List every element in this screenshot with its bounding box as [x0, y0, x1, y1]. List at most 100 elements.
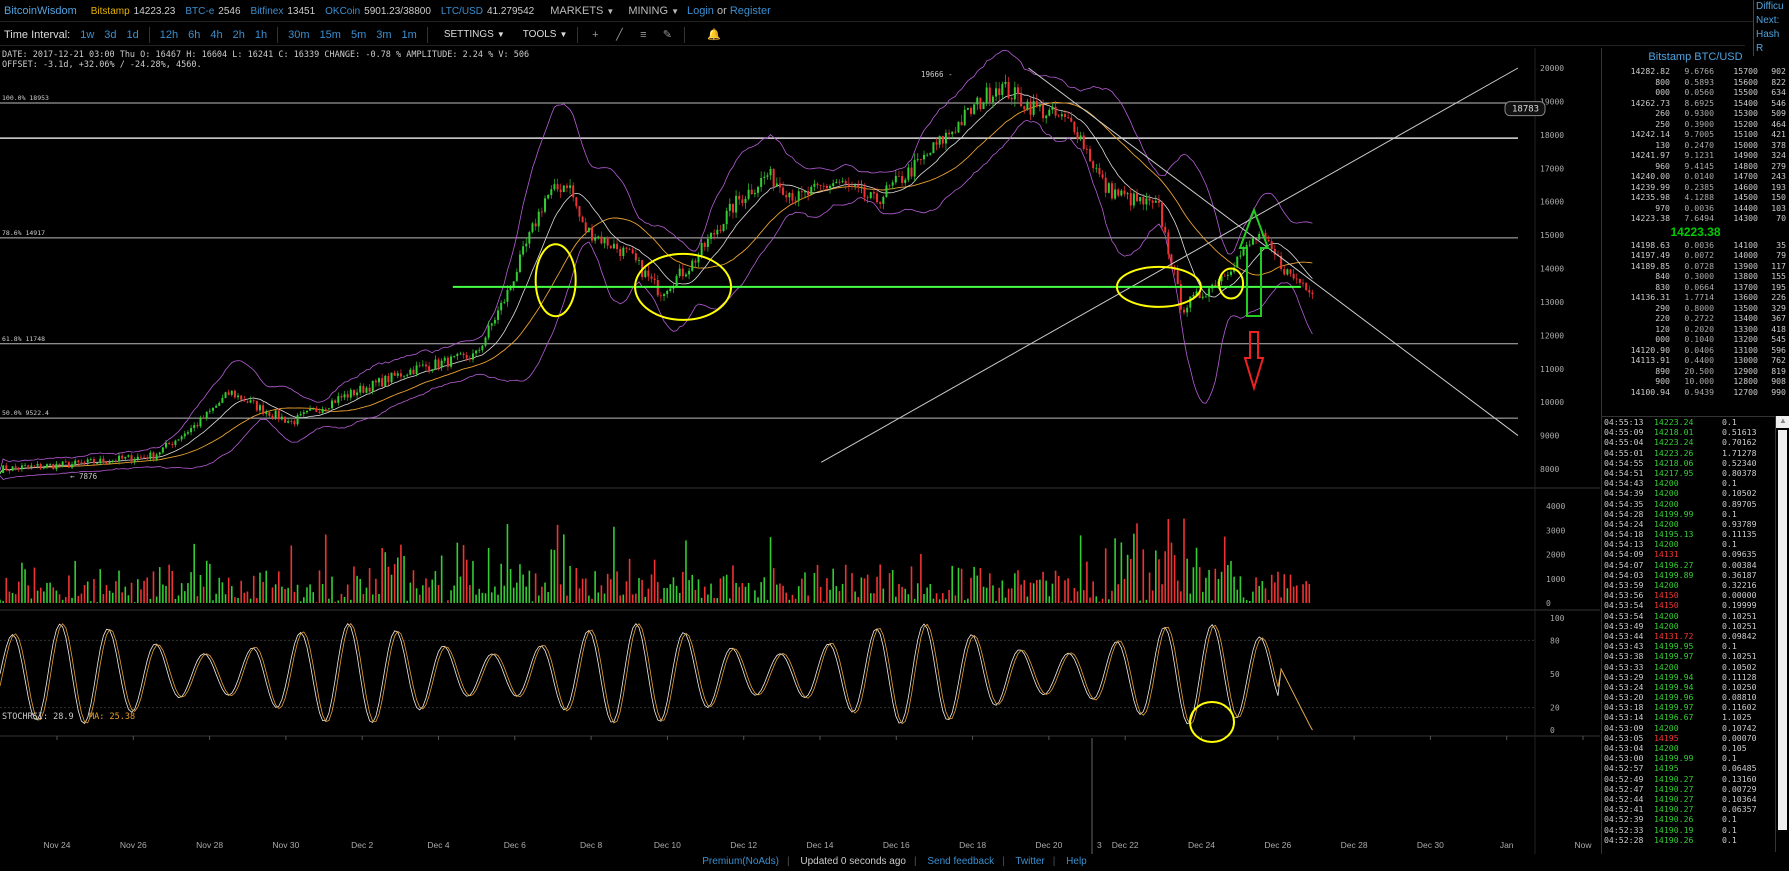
candle-body [816, 183, 819, 185]
trade-row: 04:52:47 14190.27 0.00729 [1602, 784, 1788, 794]
volume-bar [384, 552, 387, 603]
orderbook-cumulative: 117 [1771, 260, 1786, 271]
candle-body [982, 102, 985, 110]
volume-bar [710, 583, 712, 603]
login-link[interactable]: Login [686, 4, 714, 17]
market-ticker[interactable]: OKCoin 5901.23/38800 [325, 6, 431, 17]
orderbook-title[interactable]: Bitstamp BTC/USD [1648, 51, 1743, 63]
volume-axis-label: 1000 [1546, 575, 1565, 584]
volume-bar [1236, 589, 1239, 603]
crosshair-icon[interactable]: + [592, 28, 599, 41]
trade-price: 14199.89 [1654, 569, 1694, 580]
orderbook-level: 14800 [1733, 160, 1758, 171]
interval-4h[interactable]: 4h [210, 28, 223, 41]
markets-menu[interactable]: MARKETS ▼ [550, 5, 614, 17]
market-ticker[interactable]: LTC/USD 41.279542 [441, 6, 534, 17]
candle-body [966, 107, 969, 110]
volume-bar [1277, 571, 1279, 603]
candle-body [594, 238, 597, 241]
hlines-icon[interactable]: ≡ [640, 28, 647, 41]
trade-price: 14199.99 [1654, 753, 1694, 764]
fibonacci-level-label: 61.8% 11748 [2, 335, 45, 343]
candle-body [522, 246, 525, 255]
candle-body [907, 167, 910, 180]
candle-body [1164, 226, 1167, 233]
trade-time: 04:55:04 [1604, 437, 1644, 448]
candle-body [233, 390, 236, 398]
candle-body [497, 310, 500, 320]
candle-body [1089, 149, 1092, 162]
market-name[interactable]: OKCoin [325, 5, 361, 17]
trade-price: 14223.24 [1654, 437, 1694, 448]
bell-icon[interactable]: 🔔 [707, 29, 722, 41]
candle-body [1001, 83, 1004, 95]
market-ticker[interactable]: Bitstamp 14223.23 [91, 6, 176, 17]
price-axis-label: 19000 [1540, 97, 1564, 106]
market-ticker[interactable]: Bitfinex 13451 [251, 6, 316, 17]
twitter-link[interactable]: Twitter [1015, 856, 1045, 867]
candle-body [935, 142, 938, 145]
trade-price: 14200 [1654, 580, 1679, 590]
market-ticker[interactable]: BTC-e 2546 [185, 6, 240, 17]
premium-link[interactable]: Premium(NoAds) [702, 856, 779, 867]
volume-bar [528, 570, 531, 603]
candle-body [1070, 117, 1073, 122]
volume-bar [246, 591, 249, 603]
volume-bar [600, 585, 603, 603]
interval-1h[interactable]: 1h [254, 28, 268, 41]
help-link[interactable]: Help [1066, 856, 1087, 867]
scroll-up-icon[interactable]: ▲ [1776, 416, 1789, 428]
interval-1m[interactable]: 1m [401, 28, 417, 41]
volume-bar [581, 578, 584, 603]
orderbook-cumulative: 226 [1771, 292, 1786, 302]
volume-bar [1167, 518, 1170, 603]
volume-bar [425, 578, 427, 603]
interval-15m[interactable]: 15m [319, 28, 341, 41]
mining-menu-label: MINING [628, 4, 669, 17]
tools-menu[interactable]: TOOLS ▼ [523, 29, 568, 40]
trade-time: 04:54:09 [1604, 549, 1644, 560]
interval-1w[interactable]: 1w [80, 28, 95, 41]
price-tag-label: 18783 [1512, 105, 1539, 115]
volume-bar [353, 566, 355, 603]
market-name[interactable]: Bitfinex [250, 5, 284, 17]
volume-bar [923, 594, 925, 603]
candle-body [343, 394, 346, 398]
market-name[interactable]: BTC-e [185, 5, 215, 17]
candle-body [481, 345, 484, 350]
pen-icon[interactable]: ✎ [662, 29, 672, 41]
line-icon[interactable]: ╱ [616, 29, 623, 41]
trade-row: 04:55:13 14223.24 0.1 [1602, 417, 1788, 427]
orderbook-level: 14100 [1733, 239, 1758, 250]
trade-price: 14200 [1654, 620, 1679, 631]
volume-bar [284, 589, 286, 603]
mining-menu[interactable]: MINING ▼ [628, 5, 679, 17]
feedback-link[interactable]: Send feedback [927, 856, 995, 867]
volume-bar [328, 598, 330, 603]
volume-bar [732, 565, 734, 603]
settings-menu[interactable]: SETTINGS ▼ [444, 29, 505, 40]
register-link[interactable]: Register [729, 4, 771, 17]
interval-5m[interactable]: 5m [350, 28, 367, 41]
market-name[interactable]: Bitstamp [90, 5, 130, 17]
trade-price: 14190.27 [1654, 783, 1694, 794]
site-logo[interactable]: BitcoinWisdom [4, 4, 77, 17]
market-name[interactable]: LTC/USD [440, 5, 483, 17]
interval-30m[interactable]: 30m [288, 28, 310, 41]
interval-3m[interactable]: 3m [376, 28, 392, 41]
chart-area[interactable]: 20000 19000 18000 17000 16000 15000 14000 13000… [0, 48, 1600, 854]
candle-body [64, 461, 67, 463]
interval-12h[interactable]: 12h [159, 28, 179, 41]
candle-body [368, 387, 371, 392]
trade-volume: 0.13160 [1722, 773, 1757, 784]
price-chart[interactable]: 2000019000180001700016000150001400013000… [0, 48, 1600, 854]
trades-scrollbar[interactable]: ▲ [1775, 416, 1789, 852]
interval-2h[interactable]: 2h [232, 28, 245, 41]
volume-bar [321, 584, 324, 603]
interval-1d[interactable]: 1d [126, 28, 139, 41]
interval-3d[interactable]: 3d [104, 28, 117, 41]
volume-bar [155, 596, 158, 603]
candle-body [139, 456, 142, 458]
scrollbar-thumb[interactable] [1778, 430, 1787, 830]
interval-6h[interactable]: 6h [188, 28, 201, 41]
